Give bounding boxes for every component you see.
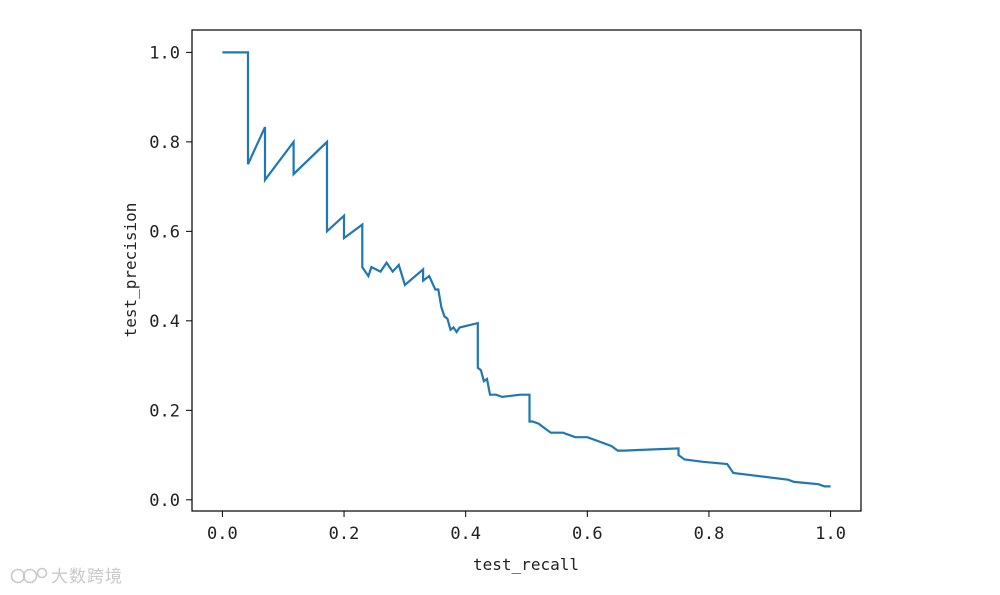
y-axis-ticks: 0.0 0.2 0.4 0.6 0.8 1.0 [149,43,192,511]
x-tick-label: 0.2 [329,524,360,544]
y-tick-label: 0.0 [149,491,180,511]
watermark-logo-icon [10,567,48,584]
y-tick-label: 0.8 [149,133,180,153]
x-tick-label: 0.0 [207,524,238,544]
plot-frame [191,29,862,512]
x-tick-label: 0.8 [694,524,725,544]
y-tick-label: 0.6 [149,222,180,242]
precision-recall-curve [222,51,831,488]
x-tick-label: 0.4 [450,524,481,544]
x-axis-label: test_recall [473,555,579,574]
y-tick-label: 0.4 [149,312,180,332]
y-axis-label: test_precision [121,203,140,338]
watermark: 大数跨境 [10,562,123,587]
x-axis-ticks: 0.0 0.2 0.4 0.6 0.8 1.0 [207,511,846,544]
watermark-text: 大数跨境 [51,567,123,587]
x-tick-label: 0.6 [572,524,603,544]
y-tick-label: 1.0 [149,43,180,63]
plot-area [192,30,861,511]
x-tick-label: 1.0 [815,524,846,544]
y-tick-label: 0.2 [149,401,180,421]
